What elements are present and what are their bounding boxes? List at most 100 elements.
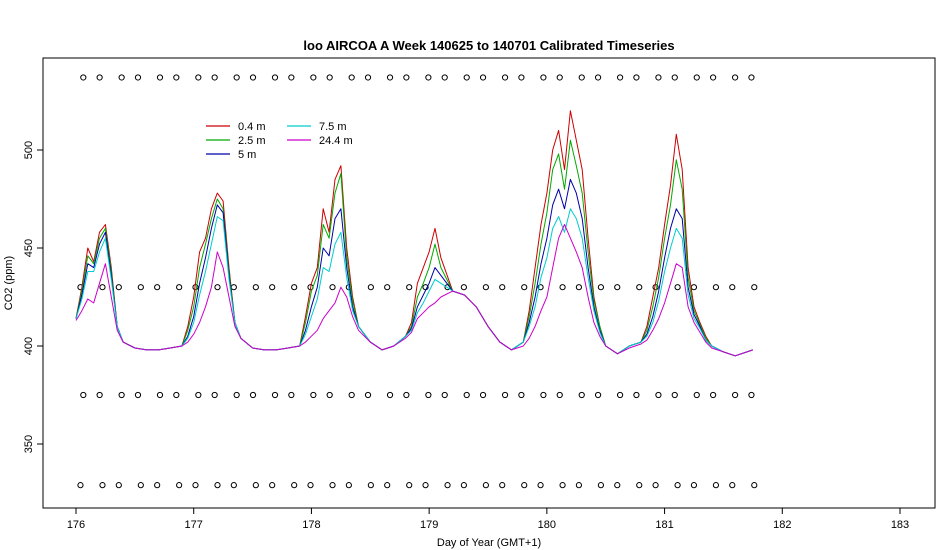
marker-point bbox=[99, 284, 106, 291]
x-tick-label: 176 bbox=[67, 519, 85, 531]
y-tick-label: 350 bbox=[23, 435, 35, 453]
marker-point bbox=[271, 74, 279, 81]
legend-label: 24.4 m bbox=[319, 135, 353, 147]
marker-point bbox=[479, 391, 487, 399]
series-line bbox=[75, 139, 754, 357]
marker-rows bbox=[77, 74, 758, 489]
marker-point bbox=[655, 391, 662, 399]
marker-point bbox=[233, 391, 240, 399]
marker-point bbox=[578, 391, 585, 399]
marker-point bbox=[559, 284, 566, 291]
marker-point bbox=[501, 391, 509, 399]
marker-point bbox=[614, 482, 621, 489]
y-axis: 350 400 450 500 bbox=[23, 141, 43, 453]
marker-point bbox=[249, 391, 257, 399]
marker-point bbox=[115, 284, 122, 291]
marker-point bbox=[291, 284, 298, 291]
marker-point bbox=[386, 74, 394, 81]
legend-label: 7.5 m bbox=[319, 121, 347, 133]
marker-point bbox=[249, 74, 257, 81]
marker-point bbox=[633, 74, 640, 81]
marker-point bbox=[233, 74, 240, 81]
marker-point bbox=[597, 284, 605, 291]
marker-point bbox=[671, 391, 678, 399]
plot-frame bbox=[42, 57, 936, 509]
marker-point bbox=[96, 74, 103, 81]
legend-label: 0.4 m bbox=[238, 121, 266, 133]
series-line bbox=[75, 224, 754, 357]
marker-point bbox=[731, 74, 739, 81]
marker-point bbox=[463, 74, 470, 81]
marker-point bbox=[367, 284, 374, 291]
marker-point bbox=[118, 391, 125, 399]
marker-point bbox=[291, 482, 298, 489]
marker-point bbox=[154, 482, 161, 489]
marker-point bbox=[636, 482, 643, 489]
marker-point bbox=[80, 391, 87, 399]
marker-point bbox=[137, 284, 144, 291]
marker-point bbox=[616, 391, 624, 399]
marker-point bbox=[460, 482, 467, 489]
marker-point bbox=[501, 74, 509, 81]
marker-point bbox=[115, 482, 122, 489]
marker-point bbox=[176, 482, 183, 489]
x-axis: 176 177 178 179 180 181 182 183 bbox=[67, 508, 909, 531]
marker-point bbox=[556, 391, 563, 399]
marker-point bbox=[269, 284, 276, 291]
marker-point bbox=[655, 74, 662, 81]
marker-point bbox=[326, 74, 333, 81]
marker-point bbox=[154, 284, 161, 291]
marker-point bbox=[540, 74, 547, 81]
y-axis-label: CO2 (ppm) bbox=[3, 256, 15, 310]
marker-point bbox=[425, 391, 432, 399]
marker-point bbox=[559, 482, 566, 489]
marker-point bbox=[176, 284, 183, 291]
marker-point bbox=[195, 391, 202, 399]
marker-point bbox=[674, 284, 681, 291]
marker-point bbox=[288, 391, 295, 399]
series-line bbox=[75, 208, 754, 357]
marker-point bbox=[99, 482, 106, 489]
marker-point bbox=[230, 284, 237, 291]
marker-point bbox=[214, 482, 221, 489]
marker-point bbox=[578, 74, 585, 81]
marker-point bbox=[521, 482, 528, 489]
x-tick-label: 178 bbox=[302, 519, 320, 531]
marker-point bbox=[518, 391, 525, 399]
marker-point bbox=[693, 391, 700, 399]
marker-point bbox=[367, 482, 374, 489]
marker-point bbox=[444, 482, 451, 489]
marker-point bbox=[134, 391, 142, 399]
marker-point bbox=[633, 391, 640, 399]
marker-point bbox=[614, 284, 621, 291]
marker-point bbox=[499, 284, 506, 291]
marker-point bbox=[348, 74, 355, 81]
marker-point bbox=[463, 391, 470, 399]
marker-point bbox=[214, 284, 221, 291]
marker-point bbox=[518, 74, 525, 81]
marker-point bbox=[748, 391, 755, 399]
marker-point bbox=[271, 391, 279, 399]
marker-point bbox=[575, 284, 583, 291]
series-line bbox=[75, 110, 754, 357]
marker-point bbox=[329, 482, 336, 489]
marker-point bbox=[671, 74, 678, 81]
marker-point bbox=[364, 74, 372, 81]
marker-point bbox=[751, 284, 758, 291]
marker-point bbox=[540, 391, 547, 399]
marker-point bbox=[307, 482, 314, 489]
legend-label: 2.5 m bbox=[238, 135, 266, 147]
marker-point bbox=[594, 74, 602, 81]
marker-point bbox=[137, 482, 144, 489]
marker-point bbox=[594, 391, 602, 399]
marker-point bbox=[729, 482, 736, 489]
marker-point bbox=[345, 482, 352, 489]
marker-point bbox=[406, 284, 413, 291]
y-tick-label: 450 bbox=[23, 239, 35, 257]
marker-point bbox=[77, 482, 84, 489]
marker-point bbox=[80, 74, 87, 81]
marker-point bbox=[731, 391, 739, 399]
marker-point bbox=[118, 74, 125, 81]
marker-point bbox=[329, 284, 336, 291]
legend: 0.4 m 2.5 m 5 m 7.5 m 24.4 m bbox=[206, 121, 353, 161]
